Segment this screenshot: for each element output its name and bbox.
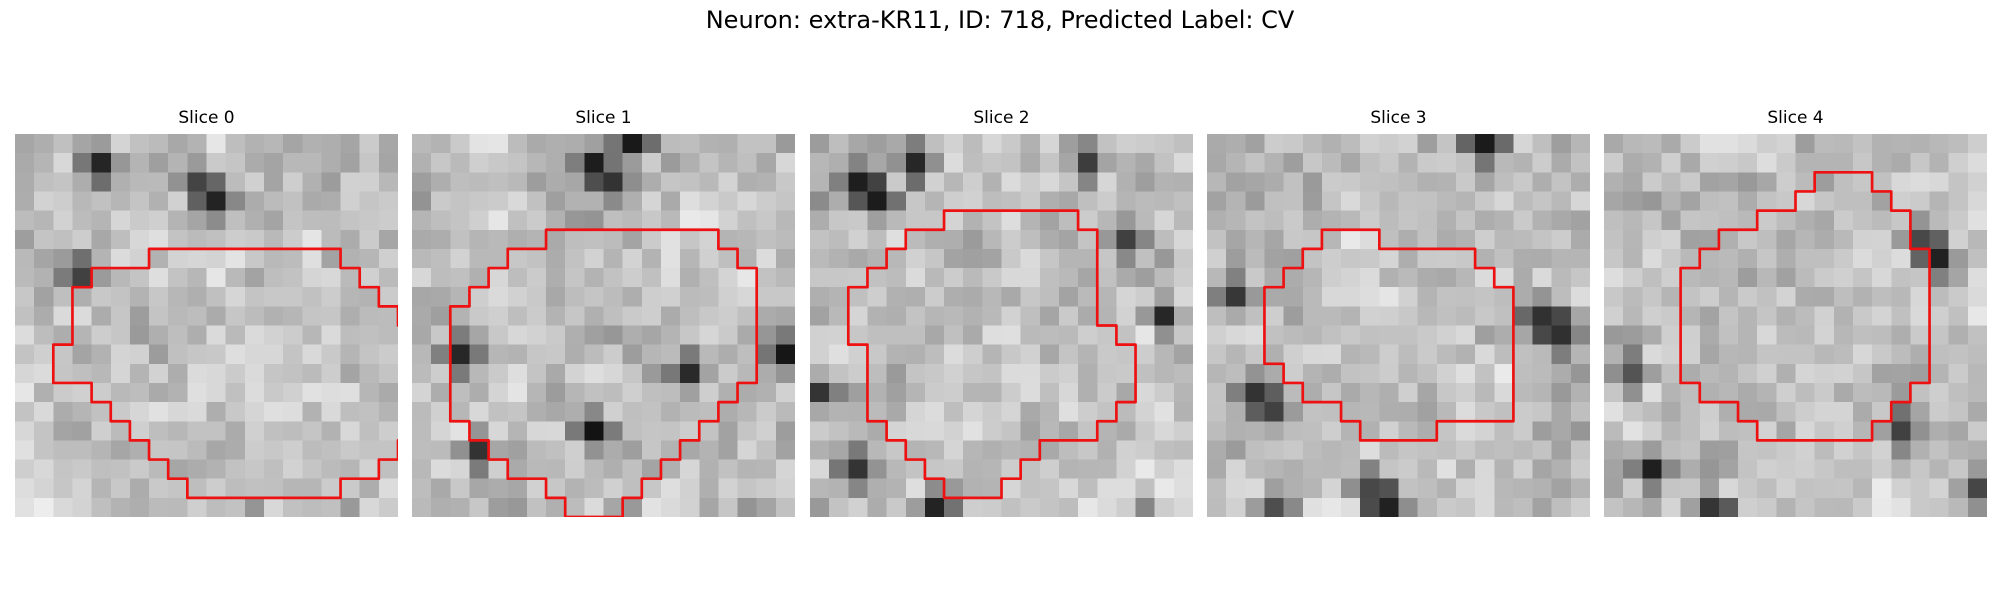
slice-pixels	[1207, 134, 1590, 517]
slice-image-2	[810, 134, 1193, 517]
slice-title-4: Slice 4	[1767, 108, 1824, 128]
slice-pixels	[810, 134, 1193, 517]
neuron-contour	[1263, 228, 1515, 442]
slice-panel-2: Slice 2	[810, 108, 1193, 517]
slice-title-1: Slice 1	[575, 108, 632, 128]
slice-panel-0: Slice 0	[15, 108, 398, 517]
slice-image-0	[15, 134, 398, 517]
slice-title-0: Slice 0	[178, 108, 235, 128]
neuron-contour	[448, 228, 759, 517]
slice-panel-1: Slice 1	[412, 108, 795, 517]
slice-pixels	[412, 134, 795, 517]
slice-pixels	[15, 134, 398, 517]
slice-panel-4: Slice 4	[1604, 108, 1987, 517]
neuron-contour	[846, 209, 1137, 500]
neuron-contour	[1679, 170, 1931, 442]
slice-pixels	[1604, 134, 1987, 517]
neuron-contour	[51, 247, 398, 500]
slice-title-2: Slice 2	[973, 108, 1030, 128]
slice-image-4	[1604, 134, 1987, 517]
slice-image-3	[1207, 134, 1590, 517]
slice-title-3: Slice 3	[1370, 108, 1427, 128]
slice-image-1	[412, 134, 795, 517]
figure-title: Neuron: extra-KR11, ID: 718, Predicted L…	[705, 6, 1295, 34]
slice-panel-3: Slice 3	[1207, 108, 1590, 517]
